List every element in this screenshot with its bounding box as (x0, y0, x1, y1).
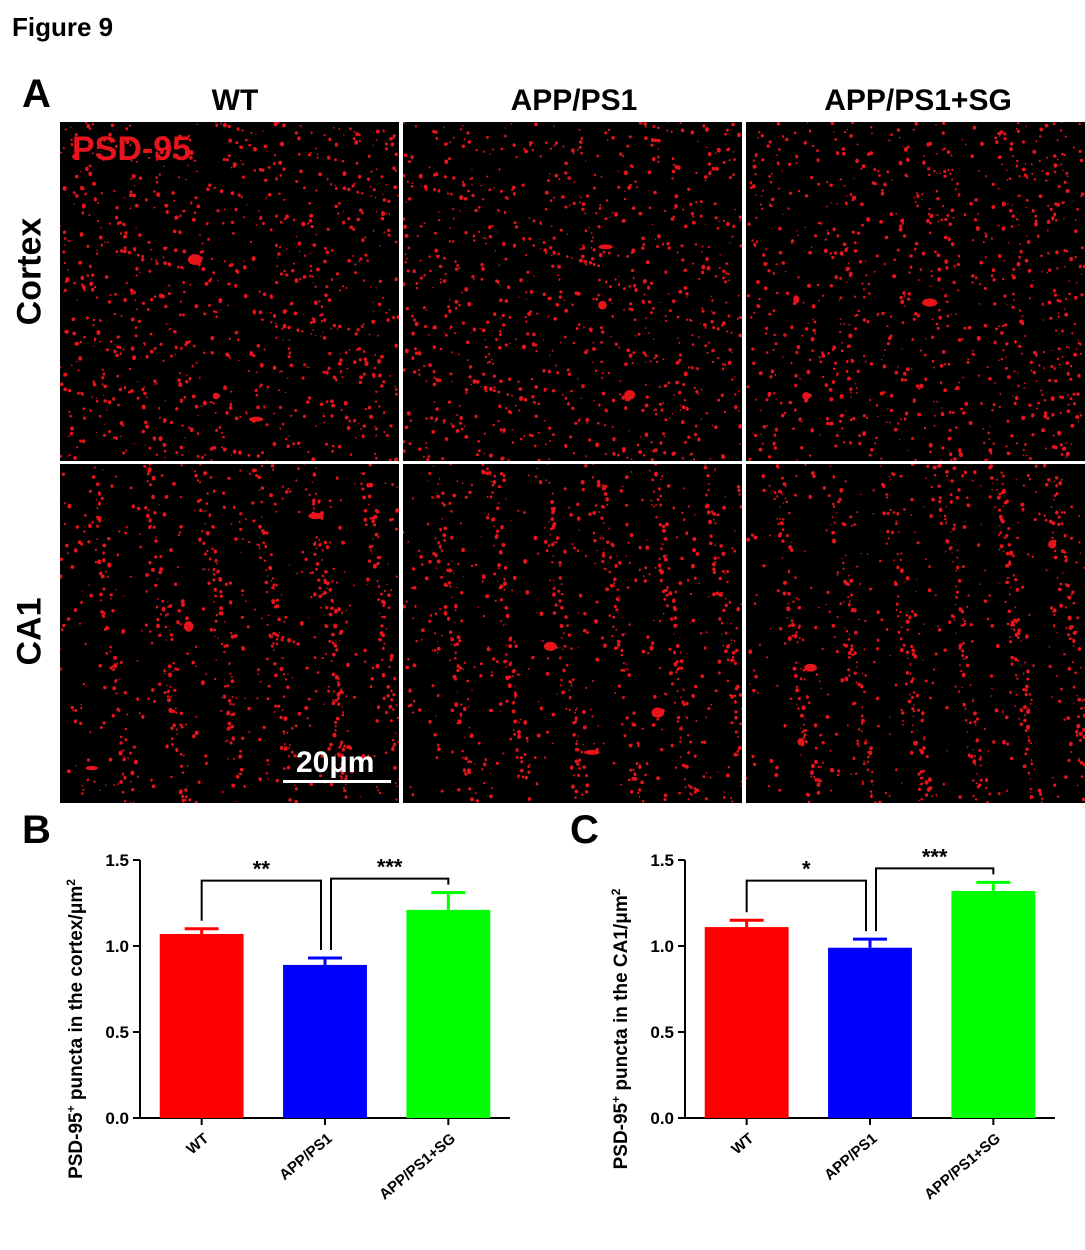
y-axis-label: PSD-95+ puncta in the cortex/μm2 (64, 879, 87, 1179)
puncta-texture (60, 122, 399, 461)
x-tick-label: WT (728, 1130, 757, 1158)
significance-label: *** (377, 855, 403, 880)
x-tick-label: APP/PS1+SG (921, 1130, 1004, 1203)
bar-chart-ca1: 0.0 0.5 1.0 1.5 PSD-95+ puncta in the CA1/μm… (609, 844, 1055, 1203)
significance-bracket (330, 877, 450, 951)
puncta-texture (746, 464, 1085, 803)
significance-label: * (802, 857, 811, 882)
panel-letter-a: A (22, 72, 51, 116)
column-label-wt: WT (211, 84, 259, 117)
micrograph-cortex-app-ps1 (403, 122, 742, 461)
panel-letter-b: B (22, 808, 51, 852)
y-tick-label: 0.0 (650, 1109, 674, 1128)
y-axis-label: PSD-95+ puncta in the CA1/μm2 (609, 888, 632, 1169)
scale-bar-label: 20μm (296, 746, 375, 779)
x-tick-label: APP/PS1+SG (376, 1130, 459, 1203)
y-tick-label: 1.5 (650, 851, 674, 870)
significance-label: *** (922, 844, 948, 869)
micrograph-cortex-app-ps1-sg (746, 122, 1085, 461)
y-tick-label: 0.5 (105, 1023, 129, 1042)
y-tick-label: 0.0 (105, 1109, 129, 1128)
panel-letter-c: C (570, 808, 599, 852)
column-label-app-ps1-sg: APP/PS1+SG (824, 84, 1012, 117)
puncta-texture (403, 464, 742, 803)
y-tick-label: 1.0 (105, 937, 129, 956)
x-tick-label: APP/PS1 (276, 1130, 335, 1184)
y-tick-label: 0.5 (650, 1023, 674, 1042)
puncta-texture (746, 122, 1085, 461)
bar (951, 890, 1036, 1118)
significance-bracket (875, 867, 995, 932)
bar (406, 909, 491, 1118)
bar (283, 964, 367, 1118)
y-tick-label: 1.0 (650, 937, 674, 956)
y-tick-label: 1.5 (105, 851, 129, 870)
row-label-cortex: Cortex (10, 217, 49, 326)
row-label-ca1: CA1 (10, 597, 49, 666)
significance-label: ** (253, 857, 271, 882)
puncta-texture (403, 122, 742, 461)
puncta-texture (60, 464, 399, 803)
bar-chart-cortex: 0.0 0.5 1.0 1.5 PSD-95+ puncta in the cortex… (64, 851, 510, 1203)
x-tick-label: WT (183, 1130, 212, 1158)
micrograph-ca1-app-ps1 (403, 464, 742, 803)
bar (159, 933, 244, 1118)
significance-bracket (200, 879, 322, 951)
figure-title: Figure 9 (12, 12, 114, 42)
bar (828, 947, 912, 1118)
micrograph-ca1-wt (60, 464, 399, 803)
bar (704, 927, 789, 1118)
x-tick-label: APP/PS1 (821, 1130, 880, 1184)
scale-bar (283, 780, 391, 783)
significance-bracket (745, 879, 867, 932)
micrograph-ca1-app-ps1-sg (746, 464, 1085, 803)
stain-label: PSD-95 (72, 130, 192, 168)
column-label-app-ps1: APP/PS1 (510, 84, 638, 117)
micrograph-cortex-wt (60, 122, 399, 461)
